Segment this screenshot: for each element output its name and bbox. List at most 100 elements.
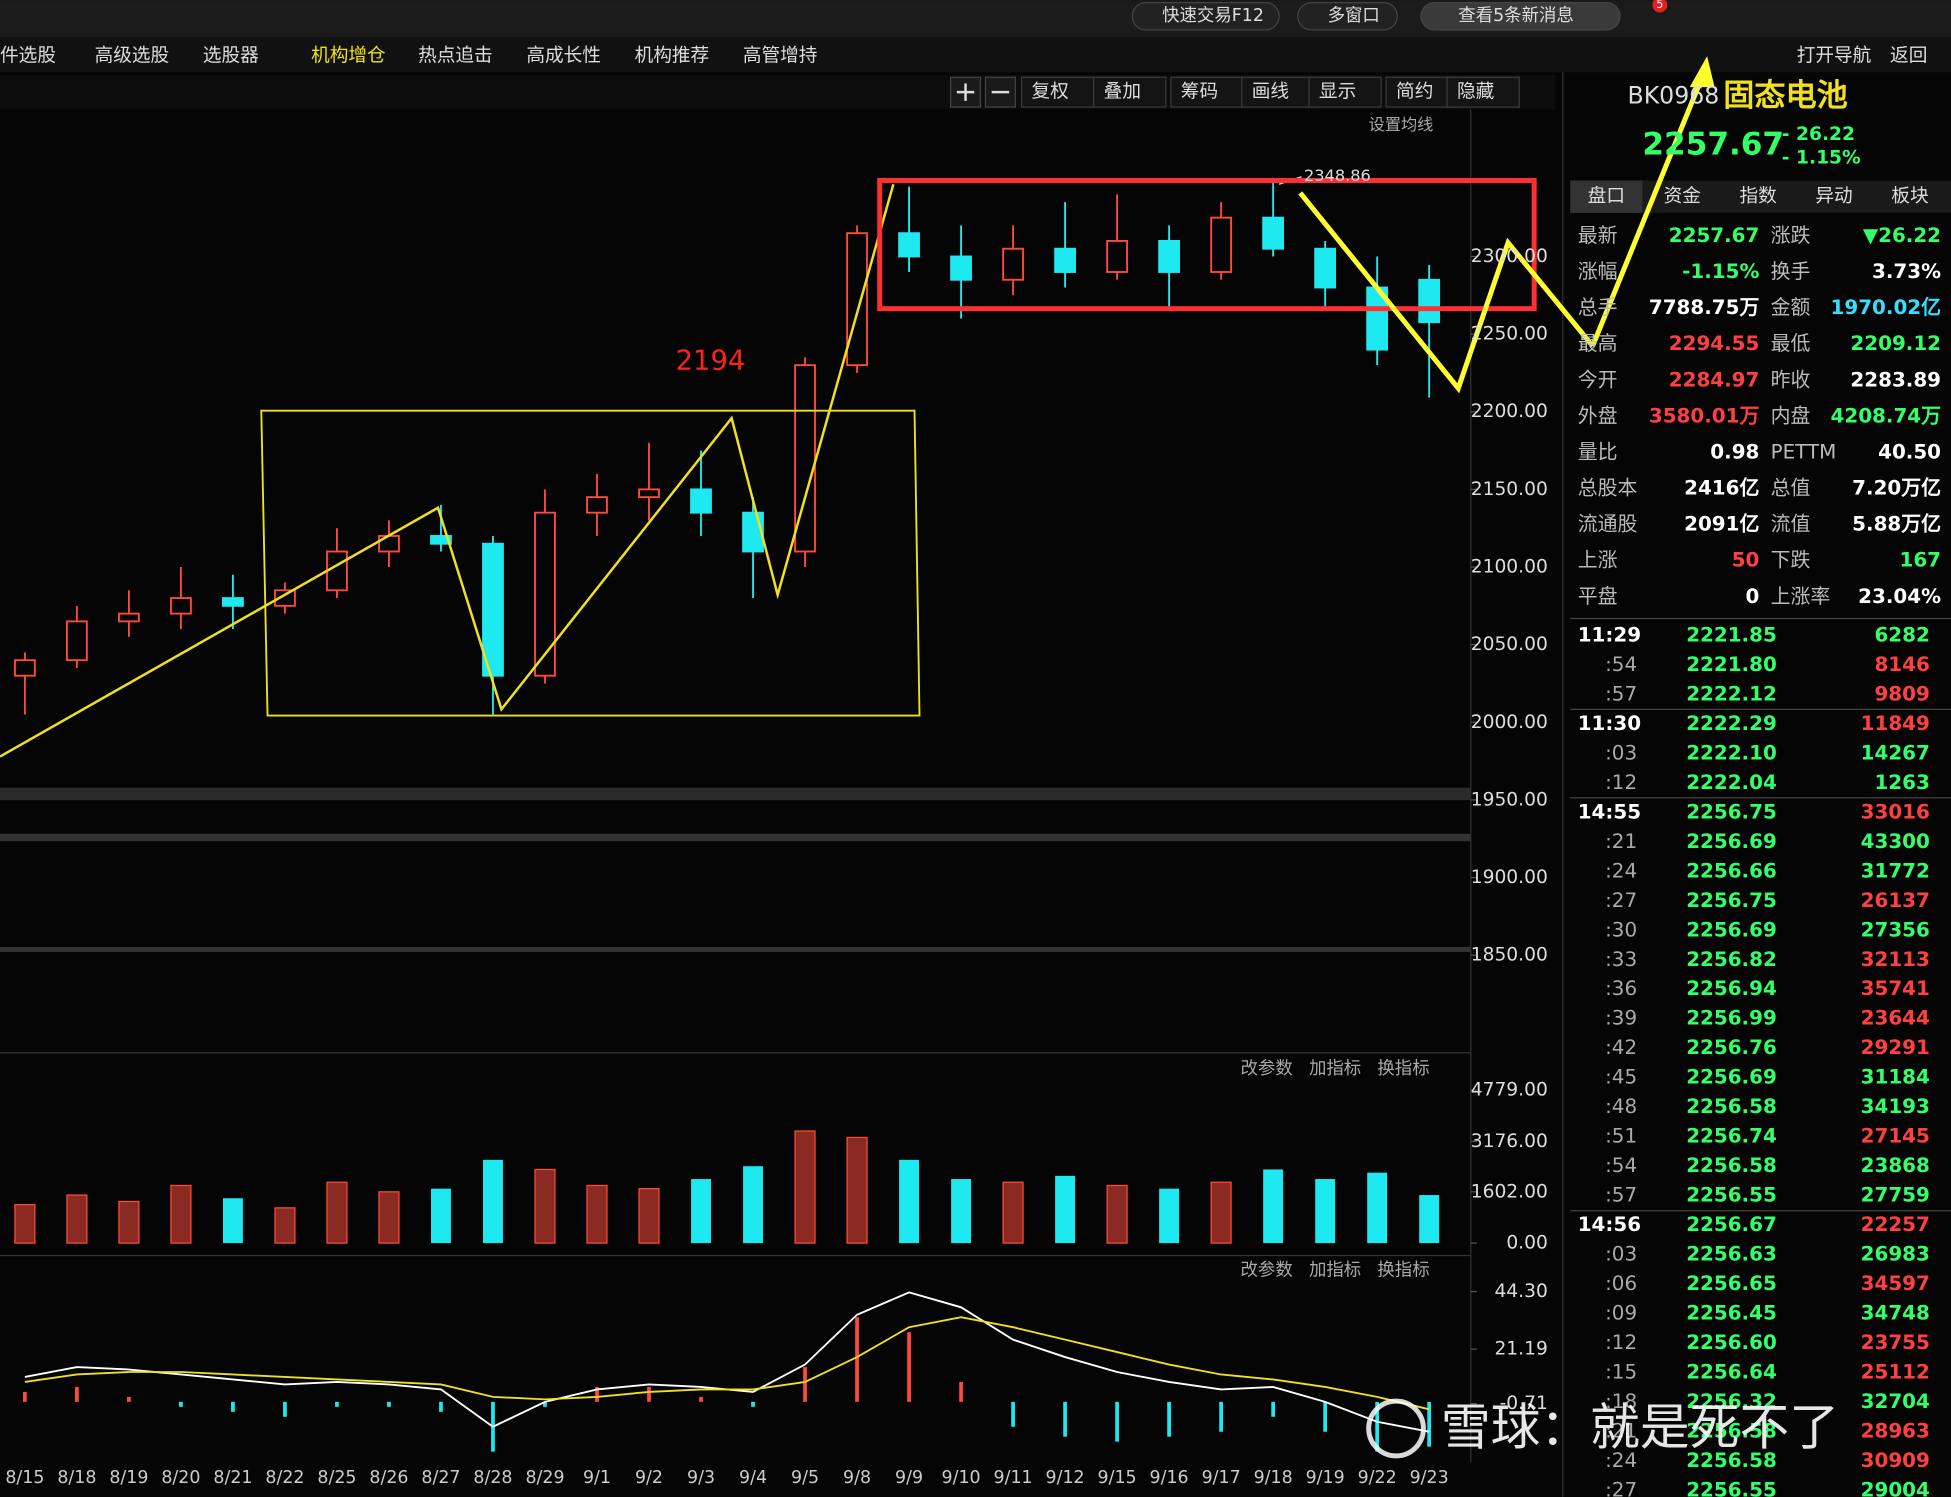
- tab[interactable]: 盘口: [1588, 186, 1625, 207]
- band: [0, 787, 1471, 801]
- y-tick-label: 1602.00: [1471, 1181, 1548, 1202]
- menu-item[interactable]: 高成长性: [526, 46, 601, 67]
- nav-item[interactable]: 打开导航: [1797, 46, 1872, 67]
- tick-time: 11:30: [1578, 712, 1641, 735]
- top-button[interactable]: [1297, 1, 1398, 31]
- tick-volume: 27356: [1861, 918, 1930, 941]
- quote-value: 40.50: [1878, 440, 1941, 463]
- nav-item[interactable]: 返回: [1890, 46, 1927, 67]
- tool-button[interactable]: [1170, 76, 1244, 108]
- tick-time: :27: [1605, 889, 1637, 912]
- quote-value: 7.20万亿: [1852, 476, 1941, 500]
- tick-volume: 25112: [1861, 1361, 1930, 1384]
- tab[interactable]: 资金: [1664, 186, 1702, 207]
- macd-bar: [595, 1386, 599, 1402]
- quote-label: 最低: [1771, 332, 1811, 355]
- tick-time: :51: [1605, 1125, 1637, 1148]
- tool-button[interactable]: [1020, 76, 1095, 108]
- candle-body: [950, 255, 972, 281]
- tick-time: :33: [1605, 948, 1637, 971]
- macd-bar: [907, 1332, 911, 1402]
- tick-volume: 22257: [1861, 1213, 1930, 1236]
- pane-button[interactable]: 换指标: [1377, 1260, 1429, 1280]
- quote-label: 平盘: [1578, 585, 1618, 608]
- tool-label[interactable]: 画线: [1252, 82, 1289, 103]
- menu-item[interactable]: 选股器: [203, 46, 259, 67]
- tick-price: 2256.45: [1686, 1302, 1777, 1325]
- top-button-label[interactable]: 查看5条新消息: [1458, 6, 1574, 26]
- x-tick-label: 8/21: [213, 1468, 252, 1488]
- tool-label[interactable]: 简约: [1396, 82, 1433, 103]
- candle-body: [1054, 247, 1076, 273]
- top-button-label[interactable]: 快速交易F12: [1162, 6, 1264, 26]
- menu-item[interactable]: 高级选股: [95, 46, 170, 67]
- pane-button[interactable]: 加指标: [1309, 1059, 1361, 1079]
- tool-label[interactable]: 显示: [1319, 82, 1356, 103]
- tool-label[interactable]: 叠加: [1104, 82, 1141, 103]
- ma-setting[interactable]: 设置均线: [1369, 115, 1434, 134]
- quote-value: 2209.12: [1850, 332, 1941, 355]
- volume-bar: [1159, 1188, 1180, 1244]
- x-tick-label: 8/20: [161, 1468, 200, 1488]
- tool-button[interactable]: [1446, 76, 1520, 108]
- quote-label: 涨幅: [1578, 260, 1618, 283]
- quote-label: 总手: [1578, 296, 1618, 319]
- menu-item[interactable]: 热点追击: [418, 46, 493, 67]
- tool-label[interactable]: 复权: [1031, 82, 1069, 103]
- quote-label: 内盘: [1771, 404, 1811, 427]
- quote-label: 今开: [1578, 368, 1618, 391]
- tick-volume: 26983: [1861, 1243, 1930, 1266]
- tick-volume: 31184: [1861, 1066, 1930, 1089]
- menu-item[interactable]: 高管增持: [743, 46, 818, 67]
- candle-body: [898, 232, 920, 258]
- quote-value: 4208.74万: [1831, 404, 1942, 427]
- top-button-label[interactable]: 多窗口: [1328, 6, 1380, 26]
- tick-price: 2256.99: [1686, 1007, 1777, 1030]
- tool-label[interactable]: 隐藏: [1457, 82, 1495, 103]
- menu-item[interactable]: 机构推荐: [635, 46, 710, 67]
- tick-time: :57: [1605, 1184, 1637, 1207]
- tick-time: :15: [1605, 1361, 1637, 1384]
- pane-button[interactable]: 改参数: [1241, 1059, 1293, 1079]
- tab[interactable]: 异动: [1815, 186, 1852, 207]
- top-button[interactable]: [1131, 1, 1280, 31]
- x-tick-label: 9/4: [739, 1468, 767, 1488]
- tab[interactable]: 指数: [1739, 186, 1777, 207]
- macd-bar: [803, 1367, 807, 1402]
- tick-volume: 34193: [1861, 1095, 1930, 1118]
- y-tick-label: -0.71: [1500, 1393, 1548, 1414]
- tab-active[interactable]: [1570, 180, 1643, 213]
- x-tick-label: 8/28: [473, 1468, 512, 1488]
- top-button[interactable]: [1420, 1, 1621, 31]
- quote-value: 2284.97: [1669, 368, 1760, 391]
- y-tick-label: 1850.00: [1471, 945, 1548, 966]
- quote-label: 金额: [1771, 296, 1811, 319]
- tick-price: 2256.75: [1686, 800, 1777, 823]
- volume-bar: [66, 1194, 88, 1244]
- macd-bar: [751, 1401, 755, 1407]
- tool-button[interactable]: [1093, 76, 1167, 108]
- quote-label: 涨跌: [1771, 224, 1811, 247]
- tick-price: 2221.85: [1686, 623, 1777, 646]
- tool-button[interactable]: [1241, 76, 1315, 108]
- pane-button[interactable]: 改参数: [1241, 1260, 1293, 1280]
- volume-bar: [274, 1207, 296, 1244]
- tick-volume: 23644: [1861, 1007, 1930, 1030]
- macd-bar: [543, 1401, 547, 1407]
- tool-label[interactable]: 筹码: [1181, 82, 1218, 103]
- quote-value: ▼26.22: [1863, 224, 1941, 247]
- candle-body: [13, 659, 36, 677]
- pane-button[interactable]: 加指标: [1309, 1260, 1361, 1280]
- tick-volume: 6282: [1874, 623, 1929, 646]
- menu-item[interactable]: 件选股: [0, 46, 56, 67]
- pane-button[interactable]: 换指标: [1377, 1059, 1429, 1079]
- tool-button[interactable]: [1308, 76, 1382, 108]
- tick-volume: 23868: [1861, 1154, 1930, 1177]
- menu-item[interactable]: 机构增仓: [311, 46, 386, 67]
- candle-body: [690, 488, 712, 514]
- macd-bar: [127, 1396, 131, 1402]
- volume-bar: [1106, 1184, 1128, 1244]
- tab[interactable]: 板块: [1891, 186, 1929, 207]
- tick-time: :18: [1605, 1390, 1637, 1413]
